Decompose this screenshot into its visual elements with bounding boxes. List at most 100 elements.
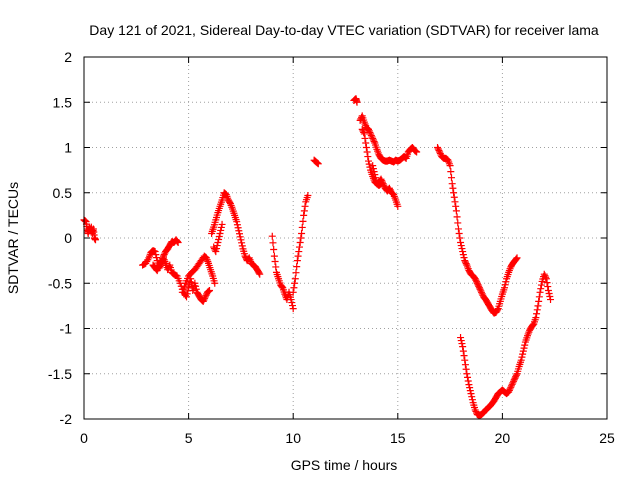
- data-point: [301, 202, 309, 210]
- data-point: [505, 386, 513, 394]
- data-point: [454, 225, 462, 233]
- data-point: [457, 239, 465, 247]
- axis-ticks: [83, 56, 608, 420]
- data-point: [215, 232, 223, 240]
- data-point: [236, 233, 244, 241]
- y-tick-label: 2: [64, 49, 72, 65]
- data-point: [178, 288, 186, 296]
- data-point: [192, 285, 200, 293]
- data-point: [468, 396, 476, 404]
- data-point: [215, 236, 223, 244]
- data-point: [447, 174, 455, 182]
- data-point: [459, 343, 467, 351]
- data-point: [238, 242, 246, 250]
- data-point: [461, 356, 469, 364]
- data-point: [465, 381, 473, 389]
- data-point: [452, 207, 460, 215]
- data-point: [533, 310, 541, 318]
- data-point: [234, 224, 242, 232]
- chart-title: Day 121 of 2021, Sidereal Day-to-day VTE…: [89, 22, 599, 38]
- data-point: [370, 168, 378, 176]
- data-point: [293, 263, 301, 271]
- data-point: [362, 144, 370, 151]
- data-point: [233, 218, 241, 226]
- data-point: [272, 263, 280, 271]
- y-tick-label: 0.5: [53, 185, 73, 201]
- data-point: [153, 254, 161, 262]
- data-point: [206, 286, 214, 294]
- data-point: [365, 157, 373, 165]
- data-point: [377, 180, 385, 188]
- data-point: [436, 148, 444, 156]
- data-point: [368, 133, 376, 141]
- data-point: [363, 148, 371, 156]
- data-point: [446, 162, 454, 170]
- data-point: [543, 279, 551, 287]
- grid-lines: [84, 57, 607, 419]
- data-point: [511, 374, 519, 382]
- data-point: [179, 285, 187, 293]
- data-point: [461, 257, 469, 265]
- data-point: [271, 258, 279, 266]
- data-point: [364, 153, 372, 161]
- x-tick-label: 15: [390, 430, 406, 446]
- data-point: [292, 269, 300, 277]
- data-point: [471, 406, 479, 414]
- data-point: [238, 239, 246, 247]
- data-point: [270, 252, 278, 260]
- data-point: [371, 171, 379, 179]
- data-point: [521, 341, 529, 349]
- data-point: [191, 279, 199, 287]
- data-point: [183, 290, 191, 298]
- data-point: [290, 284, 298, 292]
- y-tick-label: 0: [64, 230, 72, 246]
- data-point: [289, 302, 297, 310]
- x-tick-label: 20: [495, 430, 511, 446]
- data-point: [517, 356, 525, 364]
- data-point: [376, 180, 384, 188]
- data-point: [520, 344, 528, 352]
- data-point: [213, 242, 221, 250]
- data-point: [298, 229, 306, 237]
- data-point: [214, 239, 222, 247]
- data-point: [434, 145, 442, 153]
- data-point: [510, 376, 518, 384]
- data-point: [449, 184, 457, 192]
- data-point: [212, 248, 220, 256]
- data-point: [547, 296, 555, 304]
- data-point: [457, 337, 465, 345]
- data-point: [459, 248, 467, 256]
- data-point: [359, 127, 367, 135]
- data-point: [519, 350, 527, 358]
- data-point: [289, 305, 297, 313]
- data-point: [291, 275, 299, 283]
- data-point: [459, 251, 467, 259]
- data-point: [236, 230, 244, 238]
- data-point: [473, 278, 481, 286]
- data-point: [270, 245, 278, 253]
- data-point: [536, 288, 544, 296]
- data-point: [507, 382, 515, 390]
- data-point: [202, 291, 210, 299]
- data-point: [183, 293, 191, 301]
- data-point: [361, 134, 369, 142]
- data-point: [360, 128, 368, 136]
- data-point: [367, 130, 375, 138]
- data-point: [211, 246, 219, 254]
- y-tick-label: 1.5: [53, 94, 73, 110]
- data-point: [456, 234, 464, 242]
- data-point: [466, 384, 474, 392]
- data-point: [468, 393, 476, 401]
- data-point: [435, 147, 443, 155]
- x-axis-label: GPS time / hours: [291, 457, 398, 473]
- data-point: [471, 275, 479, 283]
- data-point: [269, 239, 277, 247]
- data-point: [204, 288, 212, 296]
- data-point: [180, 282, 188, 290]
- y-tick-labels: -2 -1.5 -1 -0.5 0 0.5 1 1.5 2: [48, 49, 72, 427]
- data-point: [413, 148, 421, 156]
- data-point: [448, 180, 456, 188]
- data-point: [542, 273, 550, 281]
- data-point: [288, 299, 296, 307]
- data-point: [532, 314, 540, 322]
